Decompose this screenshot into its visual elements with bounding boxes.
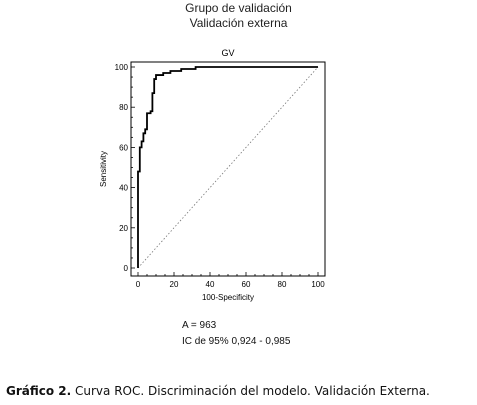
- roc-curve-line: [137, 66, 318, 268]
- confidence-interval-label: IC de 95% 0,924 - 0,985: [182, 336, 291, 347]
- y-tick-label: 80: [119, 103, 128, 112]
- y-tick-label: 100: [115, 63, 129, 72]
- x-tick-label: 0: [136, 280, 141, 289]
- reference-diagonal-line: [137, 66, 319, 269]
- chart-group-title: Grupo de validación: [185, 1, 292, 15]
- y-tick-label: 40: [119, 184, 128, 193]
- figure-caption: Gráfico 2. Curva ROC. Discriminación del…: [6, 384, 430, 398]
- roc-chart: GV 0 20 40 60 80 100 0 20 40 60 80 100 100-Specificit…: [99, 48, 326, 302]
- x-tick-label: 20: [170, 280, 179, 289]
- x-tick-label: 100: [311, 280, 325, 289]
- x-tick-label: 80: [278, 280, 287, 289]
- caption-label: Gráfico 2.: [6, 384, 72, 398]
- chart-subtitle: Validación externa: [189, 16, 288, 30]
- y-tick-label: 20: [119, 224, 128, 233]
- chart-title: GV: [221, 48, 234, 58]
- y-tick-label: 0: [124, 264, 129, 273]
- x-tick-label: 40: [206, 280, 215, 289]
- x-axis-label: 100-Specificity: [202, 293, 254, 302]
- caption-text: Curva ROC. Discriminación del modelo. Va…: [71, 384, 430, 398]
- x-tick-label: 60: [242, 280, 251, 289]
- y-axis-label: Sensitivity: [99, 151, 108, 187]
- y-tick-label: 60: [119, 143, 128, 152]
- area-under-curve-label: A = 963: [182, 320, 217, 331]
